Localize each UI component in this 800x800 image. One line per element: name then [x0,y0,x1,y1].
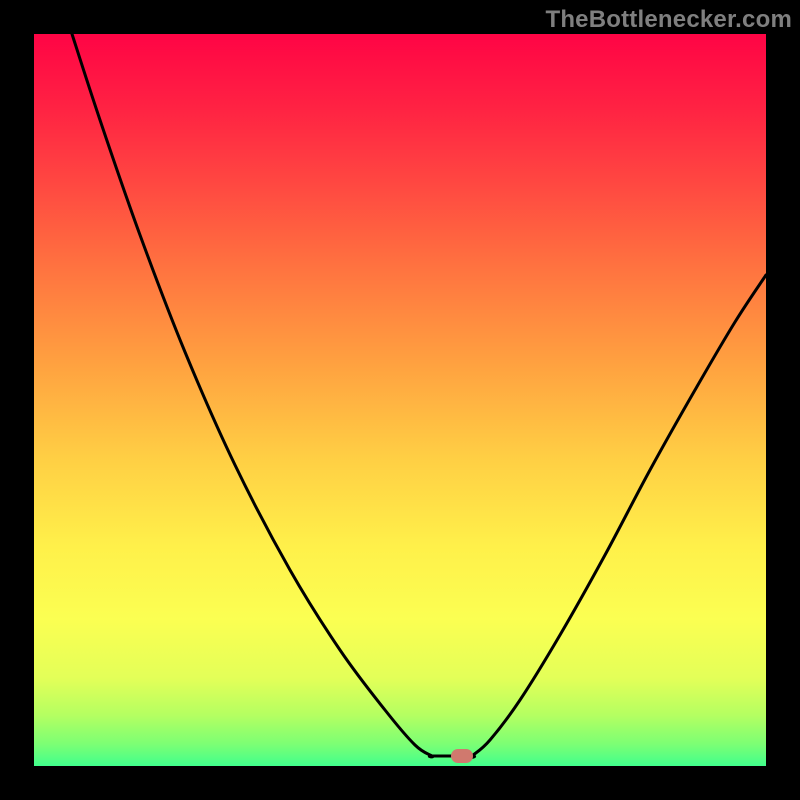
chart-frame: TheBottlenecker.com [0,0,800,800]
bottleneck-curve [0,0,800,800]
watermark-text: TheBottlenecker.com [545,6,792,34]
optimal-point-marker [451,749,473,763]
curve-path [72,34,766,757]
